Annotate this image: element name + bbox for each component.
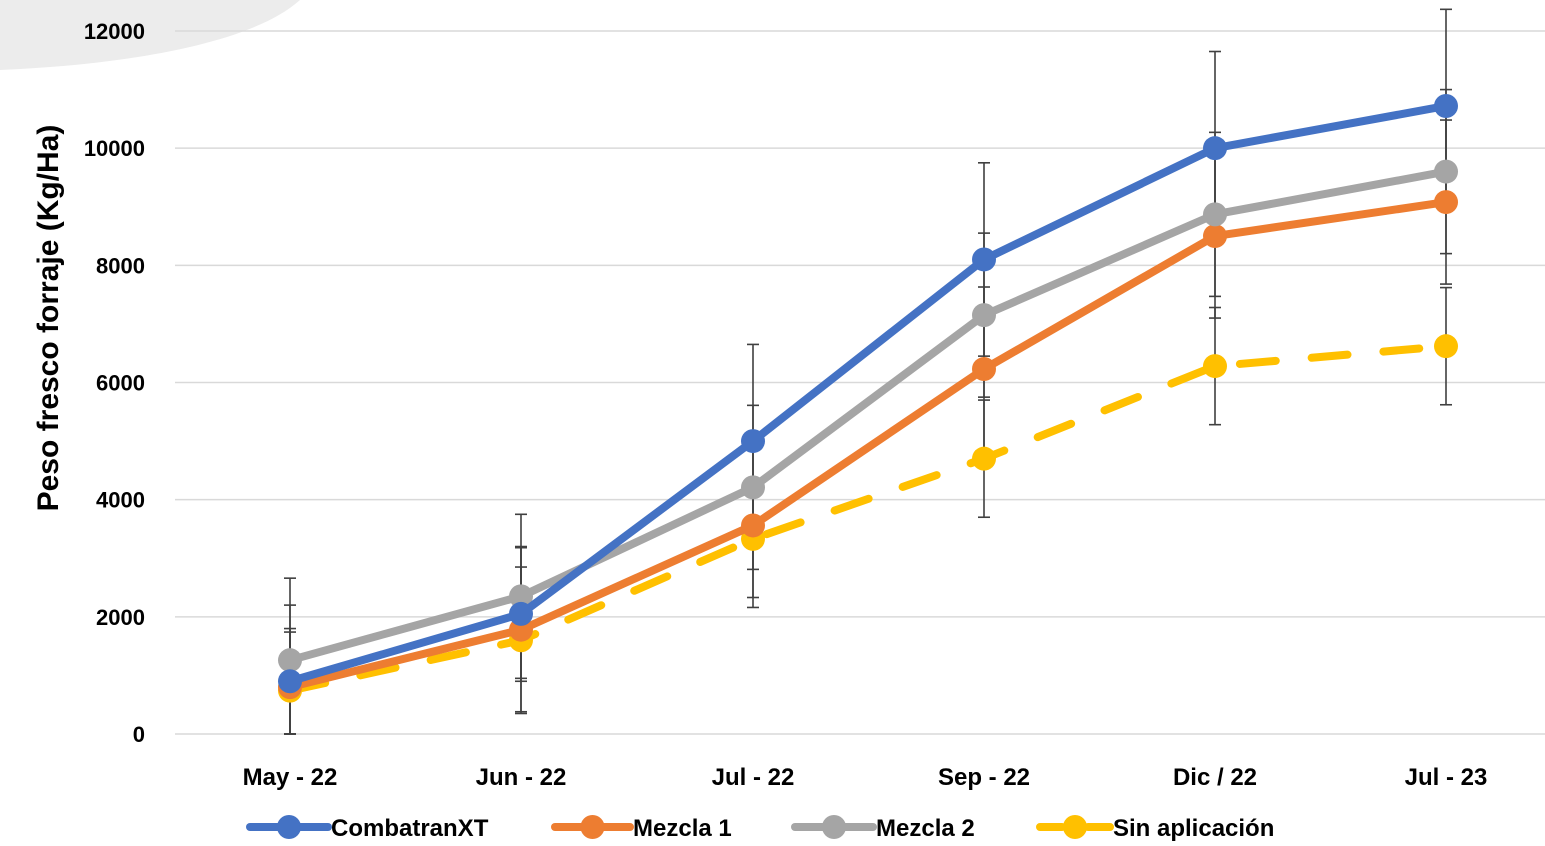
y-tick-label: 8000: [96, 253, 145, 278]
data-point: [278, 648, 302, 672]
data-point: [1203, 136, 1227, 160]
data-point: [278, 669, 302, 693]
x-tick-label: Jun - 22: [476, 764, 567, 791]
legend-item: CombatranXT: [250, 815, 489, 841]
gridlines: [175, 31, 1545, 734]
legend-label: Mezcla 1: [633, 815, 732, 841]
data-point: [1434, 94, 1458, 118]
data-point: [1434, 334, 1458, 358]
data-point: [1203, 224, 1227, 248]
legend-label: CombatranXT: [331, 815, 489, 841]
y-tick-label: 10000: [84, 136, 145, 161]
y-tick-label: 12000: [84, 19, 145, 44]
data-point: [741, 429, 765, 453]
data-point: [972, 303, 996, 327]
legend-swatch-marker: [822, 815, 846, 839]
data-point: [972, 357, 996, 381]
series-line: [290, 106, 1446, 681]
y-tick-label: 4000: [96, 488, 145, 513]
decorative-corner-shape: [0, 0, 300, 70]
legend-swatch-marker: [581, 815, 605, 839]
x-tick-label: May - 22: [243, 764, 338, 791]
legend-label: Sin aplicación: [1113, 815, 1274, 841]
data-point: [972, 247, 996, 271]
data-point: [1434, 190, 1458, 214]
x-tick-label: Sep - 22: [938, 764, 1030, 791]
legend-item: Sin aplicación: [1040, 815, 1274, 841]
data-point: [1203, 202, 1227, 226]
y-tick-label: 0: [133, 722, 145, 747]
data-point: [741, 513, 765, 537]
data-point: [972, 447, 996, 471]
x-tick-label: Jul - 23: [1405, 764, 1488, 791]
y-axis-ticks: 0 2000 4000 6000 8000 10000 12000: [84, 19, 145, 747]
legend-item: Mezcla 1: [555, 815, 732, 841]
series-2: [278, 160, 1458, 673]
series-0: [278, 94, 1458, 693]
series-line: [290, 172, 1446, 661]
data-point: [1434, 160, 1458, 184]
y-tick-label: 6000: [96, 371, 145, 396]
legend-swatch-marker: [1063, 815, 1087, 839]
legend-item: Mezcla 2: [795, 815, 975, 841]
data-point: [741, 475, 765, 499]
data-point: [1203, 354, 1227, 378]
error-bars: [284, 9, 1452, 734]
y-tick-label: 2000: [96, 605, 145, 630]
series-lines: [278, 94, 1458, 703]
y-axis-label: Peso fresco forraje (Kg/Ha): [32, 125, 65, 512]
series-1: [278, 190, 1458, 699]
x-axis-ticks: May - 22 Jun - 22 Jul - 22 Sep - 22 Dic / 22…: [243, 764, 1488, 791]
x-tick-label: Jul - 22: [712, 764, 795, 791]
legend-label: Mezcla 2: [876, 815, 975, 841]
data-point: [509, 602, 533, 626]
legend: CombatranXT Mezcla 1 Mezcla 2 Sin aplicació…: [250, 815, 1274, 841]
legend-swatch-marker: [277, 815, 301, 839]
x-tick-label: Dic / 22: [1173, 764, 1257, 791]
